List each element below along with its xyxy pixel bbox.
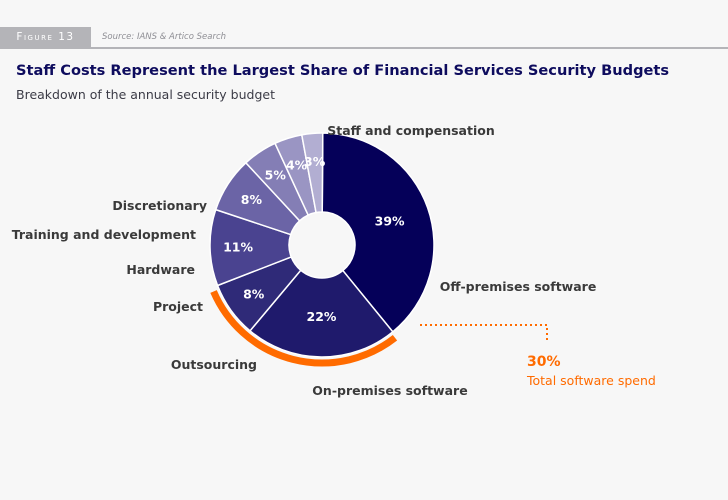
- data-label-off-premises-software: 22%: [307, 309, 337, 324]
- category-label-discretionary: Discretionary: [112, 198, 207, 213]
- highlight-leader-line: [420, 324, 548, 343]
- figure-label: Figure 13: [0, 27, 91, 47]
- data-label-on-premises-software: 8%: [243, 286, 265, 301]
- data-label-hardware: 5%: [265, 168, 287, 183]
- slice-discretionary: [300, 132, 324, 214]
- category-label-hardware: Hardware: [126, 262, 195, 277]
- data-label-training-and-development: 4%: [286, 157, 308, 172]
- slice-off-premises-software: [248, 269, 394, 358]
- category-label-project: Project: [153, 299, 203, 314]
- category-label-outsourcing: Outsourcing: [171, 357, 257, 372]
- source-note: Source: IANS & Artico Search: [102, 32, 227, 42]
- category-label-training-and-development: Training and development: [12, 227, 196, 242]
- data-label-discretionary: 3%: [304, 154, 326, 169]
- highlight-value: 30%: [527, 354, 561, 370]
- data-label-staff-and-compensation: 39%: [375, 214, 405, 229]
- data-label-project: 8%: [241, 192, 263, 207]
- data-label-outsourcing: 11%: [223, 240, 253, 255]
- category-label-staff-and-compensation: Staff and compensation: [327, 123, 495, 138]
- category-label-off-premises-software: Off-premises software: [440, 279, 597, 294]
- category-label-on-premises-software: On-premises software: [312, 383, 467, 398]
- slice-staff-and-compensation: [321, 132, 435, 333]
- figure-header-bar: Figure 13 Source: IANS & Artico Search: [0, 27, 728, 49]
- chart-subtitle: Breakdown of the annual security budget: [16, 87, 275, 102]
- chart-title: Staff Costs Represent the Largest Share …: [16, 62, 670, 79]
- highlight-label: Total software spend: [526, 373, 656, 388]
- software-highlight-arc: [210, 290, 398, 367]
